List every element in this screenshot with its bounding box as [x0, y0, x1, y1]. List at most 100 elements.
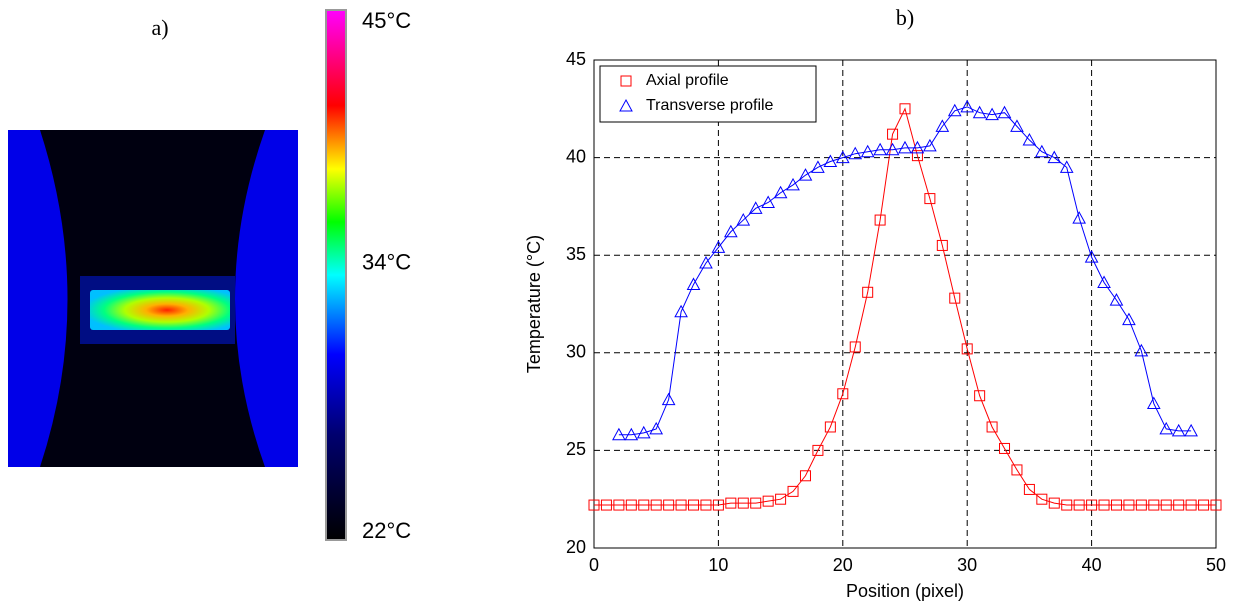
marker	[1148, 499, 1160, 511]
y-tick-label: 25	[566, 439, 586, 459]
marker	[636, 425, 651, 439]
marker	[972, 105, 987, 119]
marker	[799, 470, 811, 482]
marker	[1084, 250, 1099, 263]
marker	[787, 485, 799, 497]
marker	[1097, 275, 1111, 289]
marker	[773, 185, 788, 199]
marker	[1034, 144, 1049, 158]
marker	[1134, 343, 1149, 357]
marker	[910, 140, 925, 154]
marker	[624, 427, 639, 441]
marker	[935, 119, 950, 132]
legend-marker	[620, 75, 632, 87]
marker	[824, 421, 836, 433]
marker	[588, 499, 600, 511]
marker	[723, 224, 738, 238]
y-tick-label: 45	[566, 49, 586, 69]
marker	[911, 150, 923, 162]
marker	[1210, 499, 1222, 511]
marker	[613, 499, 625, 511]
panel-label: b)	[896, 5, 914, 30]
marker	[835, 150, 850, 164]
marker	[862, 286, 874, 298]
marker	[823, 154, 838, 168]
marker	[961, 343, 973, 355]
marker	[711, 240, 726, 253]
marker	[1110, 499, 1122, 511]
marker	[947, 103, 962, 117]
marker	[812, 444, 824, 456]
marker	[1122, 312, 1136, 326]
marker	[675, 499, 687, 511]
marker	[1047, 150, 1062, 164]
marker	[750, 497, 762, 509]
x-tick-label: 10	[708, 555, 728, 575]
marker	[974, 390, 986, 402]
marker	[848, 146, 863, 160]
marker	[999, 442, 1011, 454]
marker	[737, 497, 749, 509]
series-line	[594, 107, 1216, 506]
marker	[849, 341, 861, 353]
marker	[1011, 464, 1023, 476]
marker	[612, 427, 626, 441]
marker	[725, 497, 737, 509]
x-tick-label: 0	[589, 555, 599, 575]
marker	[986, 421, 998, 433]
marker	[1023, 483, 1035, 495]
marker	[1184, 423, 1198, 437]
marker	[798, 168, 813, 181]
marker	[997, 105, 1012, 119]
marker	[649, 421, 664, 435]
marker	[661, 392, 676, 406]
marker	[1159, 421, 1174, 435]
marker	[924, 193, 936, 205]
marker	[786, 177, 800, 191]
marker	[700, 499, 712, 511]
marker	[1160, 499, 1172, 511]
colorbar-label: 22°C	[362, 518, 411, 543]
marker	[736, 213, 751, 226]
marker	[1135, 499, 1147, 511]
marker	[1146, 396, 1161, 410]
legend-box	[599, 65, 817, 123]
marker	[949, 292, 961, 304]
marker	[1036, 493, 1048, 505]
marker	[1048, 497, 1060, 509]
marker	[1073, 499, 1085, 511]
marker	[761, 195, 776, 208]
marker	[923, 138, 937, 152]
marker	[811, 160, 825, 173]
marker	[1171, 423, 1186, 437]
marker	[1173, 499, 1185, 511]
marker	[1010, 119, 1024, 132]
marker	[699, 255, 713, 269]
y-tick-label: 30	[566, 342, 586, 362]
marker	[860, 144, 875, 158]
panel-label: a)	[151, 15, 168, 40]
marker	[985, 107, 999, 121]
marker	[1086, 499, 1098, 511]
marker	[1098, 499, 1110, 511]
x-tick-label: 50	[1206, 555, 1226, 575]
marker	[638, 499, 650, 511]
y-tick-label: 20	[566, 537, 586, 557]
marker	[874, 214, 886, 226]
thermal-image	[8, 9, 347, 541]
x-tick-label: 30	[957, 555, 977, 575]
y-axis-label: Temperature (°C)	[524, 235, 544, 373]
marker	[887, 128, 899, 140]
x-tick-label: 20	[833, 555, 853, 575]
marker	[1123, 499, 1135, 511]
colorbar-label: 45°C	[362, 8, 411, 33]
marker	[837, 388, 849, 400]
marker	[936, 239, 948, 251]
legend-label: Axial profile	[646, 72, 729, 89]
marker	[899, 103, 911, 115]
legend-label: Transverse profile	[646, 97, 774, 114]
y-tick-label: 40	[566, 146, 586, 166]
marker	[762, 495, 774, 507]
marker	[686, 277, 701, 290]
